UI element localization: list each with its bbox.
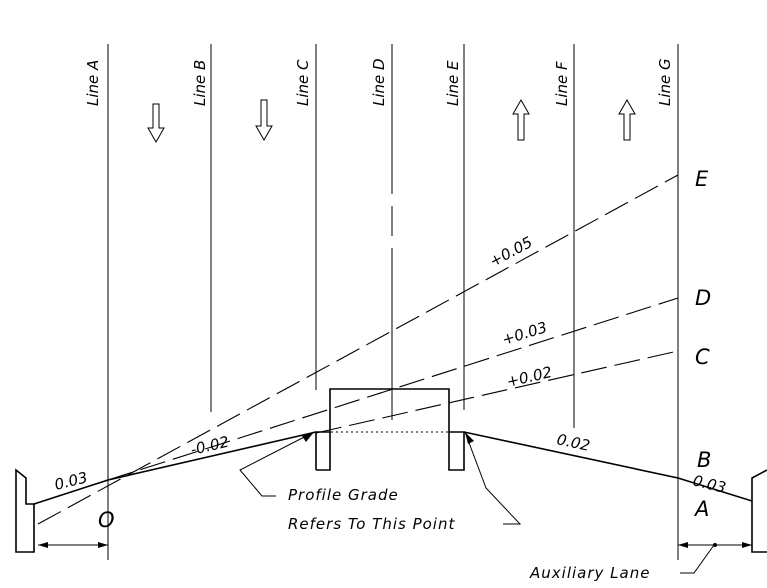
dashed-to-E: [37, 174, 679, 525]
point-b-label: B: [697, 448, 711, 472]
profile-grade-leaders: [239, 431, 715, 574]
left-dimension: [38, 542, 108, 548]
slope-left-lane: -0.02: [189, 433, 231, 459]
auxiliary-lane-dimension: [678, 542, 752, 548]
profile-grade-note-line1: Profile Grade: [288, 486, 399, 504]
line-a-label: Line A: [84, 60, 102, 106]
line-c-label: Line C: [294, 59, 312, 106]
point-c-label: C: [695, 345, 710, 369]
left-curb: [15, 468, 35, 553]
slope-to-c: +0.02: [505, 363, 554, 391]
slope-to-d: +0.03: [500, 318, 549, 349]
arrow-down-icon: [255, 99, 273, 142]
auxiliary-lane-note: Auxiliary Lane: [529, 564, 650, 582]
right-pavement: [463, 431, 753, 502]
left-pavement: [33, 431, 317, 505]
slope-to-e: +0.05: [486, 233, 535, 270]
slope-dashed-lines: [37, 174, 679, 525]
median-barrier: [315, 388, 465, 471]
slope-right-lane: 0.02: [555, 430, 591, 455]
line-b-label: Line B: [191, 60, 209, 106]
arrow-up-icon: [512, 98, 530, 141]
point-e-label: E: [695, 167, 709, 191]
right-curb: [751, 469, 767, 553]
reference-lines: [107, 44, 679, 560]
profile-grade-note-line2: Refers To This Point: [288, 515, 455, 533]
dashed-to-C: [315, 350, 679, 434]
line-f-label: Line F: [553, 61, 571, 106]
line-g-label: Line G: [656, 58, 674, 106]
slope-left-shoulder: 0.03: [53, 468, 90, 494]
roadway-profile: [33, 431, 753, 505]
arrow-down-icon: [147, 103, 165, 144]
line-d-label: Line D: [370, 58, 388, 106]
point-o-label: O: [98, 508, 115, 532]
line-e-label: Line E: [444, 60, 462, 106]
point-a-label: A: [693, 497, 709, 521]
arrow-up-icon: [618, 98, 636, 141]
point-d-label: D: [695, 286, 711, 310]
slope-right-shoulder: 0.03: [691, 471, 728, 497]
dashed-to-D: [107, 297, 679, 481]
